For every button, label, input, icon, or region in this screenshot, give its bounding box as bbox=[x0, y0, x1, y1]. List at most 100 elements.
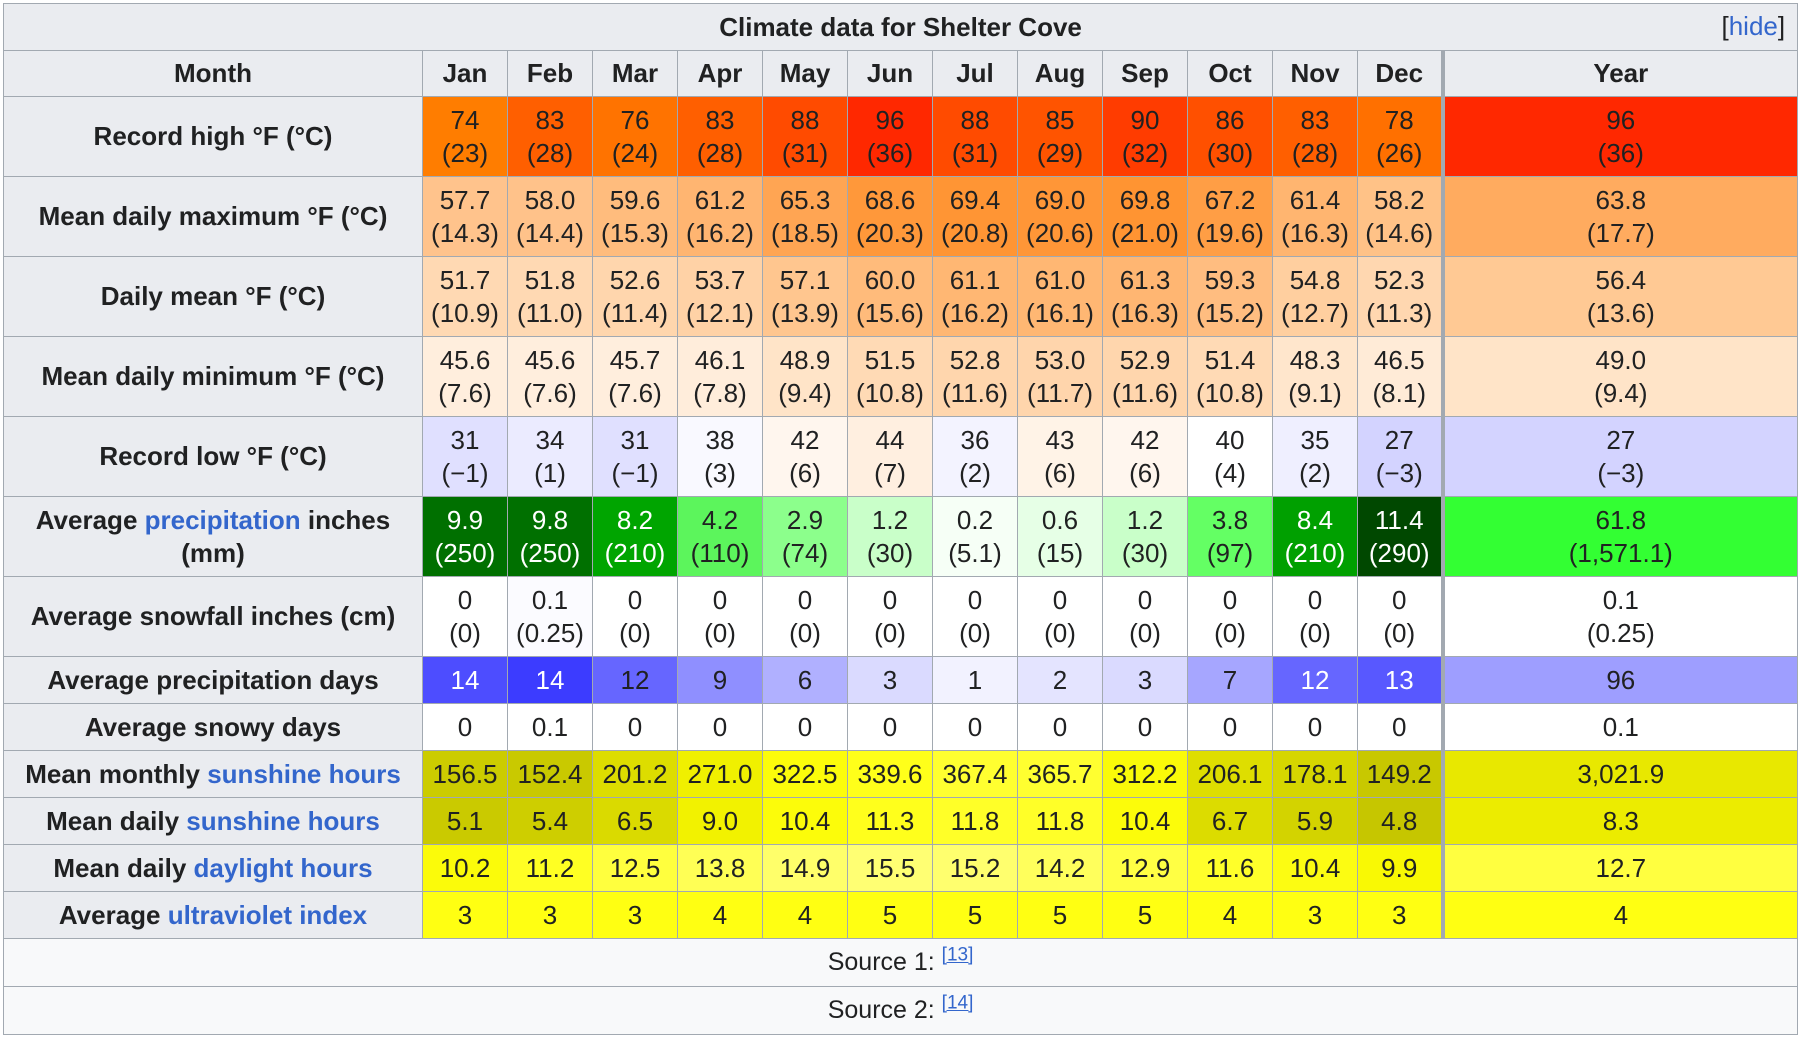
table-row: Mean daily maximum °F (°C) 57.7 (14.3) 58.0… bbox=[3, 176, 1799, 257]
row-label: Mean daily daylight hours bbox=[3, 844, 423, 892]
data-cell: 96 (36) bbox=[847, 96, 933, 177]
row-label-text: Mean daily bbox=[53, 852, 194, 883]
data-cell: 5.1 bbox=[422, 797, 508, 845]
source-reference-link[interactable]: [14] bbox=[941, 992, 974, 1014]
row-label-link[interactable]: precipitation bbox=[144, 504, 301, 535]
value-imperial: 11.8 bbox=[950, 805, 1000, 836]
row-label: Mean daily maximum °F (°C) bbox=[3, 176, 423, 257]
data-cell: 86 (30) bbox=[1187, 96, 1273, 177]
row-label: Record high °F (°C) bbox=[3, 96, 423, 177]
value-metric: (16.3) bbox=[1111, 297, 1179, 328]
value-imperial: 8.2 bbox=[616, 504, 654, 535]
value-imperial: 0 bbox=[967, 711, 983, 742]
data-cell: 67.2 (19.6) bbox=[1187, 176, 1273, 257]
table-row: Daily mean °F (°C) 51.7 (10.9) 51.8 (11.0) 52… bbox=[3, 256, 1799, 337]
value-imperial: 83 bbox=[1300, 104, 1330, 135]
value-metric: (110) bbox=[690, 537, 750, 568]
row-label-link[interactable]: ultraviolet index bbox=[167, 899, 368, 930]
value-imperial: 0.1 bbox=[531, 584, 569, 615]
data-cell: 6 bbox=[762, 656, 848, 704]
value-metric: (17.7) bbox=[1586, 217, 1655, 248]
value-imperial: 49.0 bbox=[1595, 344, 1647, 375]
value-metric: (250) bbox=[434, 537, 496, 568]
data-cell: 271.0 bbox=[677, 750, 763, 798]
data-cell: 8.4 (210) bbox=[1272, 496, 1358, 577]
value-imperial: 61.3 bbox=[1119, 264, 1171, 295]
data-cell: 3 bbox=[847, 656, 933, 704]
value-imperial: 58.0 bbox=[524, 184, 576, 215]
value-imperial: 88 bbox=[960, 104, 990, 135]
data-cell: 5 bbox=[1017, 891, 1103, 939]
value-metric: (8.1) bbox=[1372, 377, 1426, 408]
row-label: Average snowy days bbox=[3, 703, 423, 751]
data-cell: 0 bbox=[422, 703, 508, 751]
table-row: Mean monthly sunshine hours 156.5 152.4 201… bbox=[3, 750, 1799, 798]
data-cell: 11.6 bbox=[1187, 844, 1273, 892]
data-cell: 44 (7) bbox=[847, 416, 933, 497]
data-cell: 152.4 bbox=[507, 750, 593, 798]
data-cell: 35 (2) bbox=[1272, 416, 1358, 497]
table-body: Record high °F (°C) 74 (23) 83 (28) 76 (24) 83(… bbox=[3, 96, 1799, 939]
value-imperial: 65.3 bbox=[779, 184, 831, 215]
table-row: Record high °F (°C) 74 (23) 83 (28) 76 (24) 83(… bbox=[3, 96, 1799, 177]
value-metric: (−1) bbox=[611, 457, 659, 488]
row-label-text: Mean monthly bbox=[25, 758, 208, 789]
value-imperial: 152.4 bbox=[517, 758, 583, 789]
data-cell: 156.5 bbox=[422, 750, 508, 798]
value-imperial: 36 bbox=[960, 424, 990, 455]
value-imperial: 11.8 bbox=[1035, 805, 1085, 836]
row-label-link[interactable]: sunshine hours bbox=[186, 805, 380, 836]
data-cell: 90 (32) bbox=[1102, 96, 1188, 177]
data-cell: 0 bbox=[1017, 703, 1103, 751]
value-metric: (16.2) bbox=[686, 217, 754, 248]
data-cell: 0.1 (0.25) bbox=[507, 576, 593, 657]
value-metric: (0) bbox=[959, 617, 991, 648]
source-cell: Source 1: [13] bbox=[2, 938, 1799, 987]
value-imperial: 61.8 bbox=[1595, 504, 1647, 535]
hide-link[interactable]: hide bbox=[1728, 11, 1778, 41]
data-cell: 59.3 (15.2) bbox=[1187, 256, 1273, 337]
value-imperial: 57.7 bbox=[439, 184, 491, 215]
year-value-cell: 63.8 (17.7) bbox=[1440, 176, 1799, 257]
value-metric: (14.3) bbox=[431, 217, 499, 248]
value-imperial: 0.6 bbox=[1041, 504, 1079, 535]
data-cell: 0 bbox=[592, 703, 678, 751]
row-label-link[interactable]: daylight hours bbox=[193, 852, 373, 883]
value-imperial: 0 bbox=[1392, 711, 1407, 742]
data-cell: 58.2 (14.6) bbox=[1357, 176, 1443, 257]
value-imperial: 1.2 bbox=[1126, 504, 1164, 535]
hide-toggle[interactable]: [hide] bbox=[1721, 11, 1786, 41]
value-metric: (31) bbox=[951, 137, 999, 168]
data-cell: 52.9 (11.6) bbox=[1102, 336, 1188, 417]
data-cell: 61.3 (16.3) bbox=[1102, 256, 1188, 337]
value-metric: (74) bbox=[781, 537, 829, 568]
value-imperial: 46.5 bbox=[1373, 344, 1425, 375]
row-label-link[interactable]: sunshine hours bbox=[207, 758, 401, 789]
value-imperial: 6.7 bbox=[1211, 805, 1249, 836]
source-reference-link[interactable]: [13] bbox=[941, 944, 974, 966]
data-cell: 149.2 bbox=[1357, 750, 1443, 798]
source-row: Source 2: [14] bbox=[2, 986, 1799, 1035]
year-value-cell: 27 (−3) bbox=[1440, 416, 1799, 497]
value-imperial: 7 bbox=[1222, 664, 1238, 695]
value-metric: (97) bbox=[1206, 537, 1254, 568]
value-imperial: 58.2 bbox=[1373, 184, 1425, 215]
value-imperial: 3 bbox=[542, 899, 558, 930]
header-row: Month Jan Feb Mar Apr May Jun Jul Aug Sep Oct Nov D… bbox=[3, 50, 1799, 97]
data-cell: 5.9 bbox=[1272, 797, 1358, 845]
data-cell: 69.4 (20.8) bbox=[932, 176, 1018, 257]
value-imperial: 0 bbox=[457, 584, 473, 615]
value-imperial: 68.6 bbox=[864, 184, 916, 215]
value-imperial: 0 bbox=[1052, 584, 1068, 615]
value-imperial: 4 bbox=[797, 899, 813, 930]
data-cell: 1 bbox=[932, 656, 1018, 704]
data-cell: 3 bbox=[1102, 656, 1188, 704]
row-label-suffix: inches (mm) bbox=[181, 504, 391, 568]
value-imperial: 12.9 bbox=[1119, 852, 1171, 883]
data-cell: 10.4 bbox=[762, 797, 848, 845]
value-imperial: 34 bbox=[535, 424, 565, 455]
value-metric: (15.6) bbox=[856, 297, 924, 328]
value-metric: (1) bbox=[534, 457, 566, 488]
value-metric: (0) bbox=[1383, 617, 1416, 648]
value-metric: (11.7) bbox=[1027, 377, 1093, 408]
